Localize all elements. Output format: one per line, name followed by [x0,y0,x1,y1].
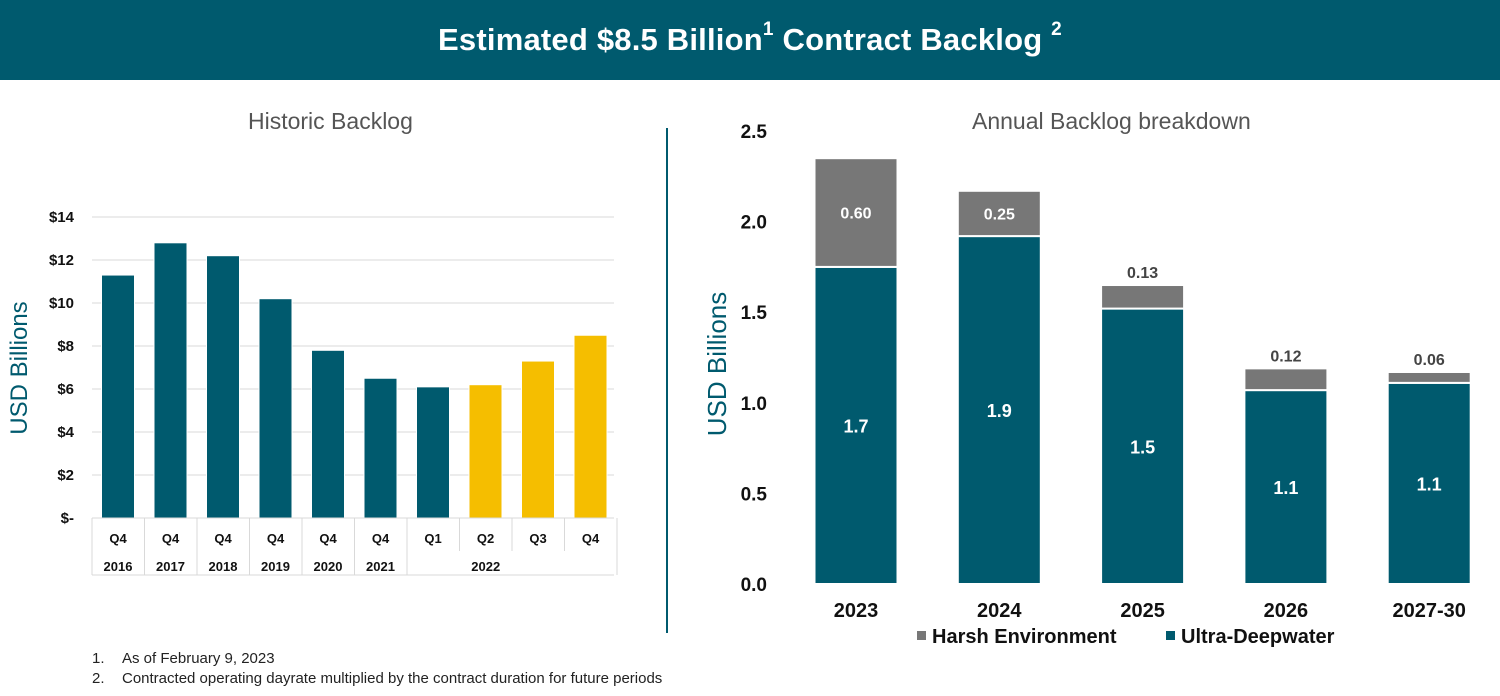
bar [311,349,345,519]
data-label-ultra-deepwater: 1.9 [987,401,1012,421]
legend-swatch-ultra-deepwater [1166,631,1175,640]
x-tick-label-quarter: Q1 [424,531,441,546]
bar-ultra-deepwater [956,235,1042,585]
y-tick-label: $12 [49,252,74,269]
x-tick-label-quarter: Q4 [162,531,180,546]
data-label-harsh-environment: 0.60 [840,206,871,223]
page-title: Estimated $8.5 Billion1 Contract Backlog… [438,18,1062,58]
footnote-2: 2. Contracted operating dayrate multiplie… [92,669,662,689]
y-tick-label: 0.5 [741,484,768,505]
title-footnote-ref-2: 2 [1051,18,1062,40]
y-tick-label: $6 [57,381,74,398]
x-tick-label-quarter: Q4 [582,531,600,546]
bar-ultra-deepwater [1386,381,1472,586]
bar [206,255,240,519]
data-label-ultra-deepwater: 1.5 [1130,437,1155,457]
bar [153,242,188,519]
data-label-ultra-deepwater: 1.1 [1273,478,1298,498]
y-tick-label: 2.0 [741,213,767,234]
x-tick-label: 2024 [977,600,1022,622]
data-label-harsh-environment: 0.25 [984,206,1015,223]
x-tick-label: 2025 [1120,600,1165,622]
bar [521,360,555,519]
x-tick-label-quarter: Q4 [372,531,390,546]
y-tick-label: $10 [49,295,74,312]
y-tick-label: $8 [57,338,74,355]
x-tick-label: 2027-30 [1392,600,1465,622]
x-tick-label-year: 2017 [156,559,185,574]
footnote-number: 2. [92,670,105,687]
annual-chart-title: Annual Backlog breakdown [972,108,1251,134]
footnotes: 1. As of February 9, 2023 2. Contracted op… [92,649,662,689]
bar-harsh-environment [956,189,1042,238]
data-label-harsh-environment: 0.06 [1414,352,1445,369]
y-tick-label: 0.0 [741,575,767,596]
panel-divider [666,128,668,633]
y-tick-label: $- [61,510,74,527]
x-group-label: 2022 [471,559,500,574]
y-tick-label: $14 [49,209,75,226]
x-tick-label-year: 2021 [366,559,395,574]
footnote-text: As of February 9, 2023 [122,650,275,667]
x-tick-label-quarter: Q4 [267,531,285,546]
footnote-text: Contracted operating dayrate multiplied … [122,670,663,687]
legend-label-harsh-environment: Harsh Environment [932,626,1117,648]
bar [416,386,450,519]
title-rest: Contract Backlog [773,22,1052,57]
y-tick-label: 1.5 [741,303,768,324]
legend-label-ultra-deepwater: Ultra-Deepwater [1181,626,1335,648]
bar [258,298,293,519]
bar-harsh-environment [813,157,899,268]
x-tick-label-year: 2018 [209,559,238,574]
historic-chart-title: Historic Backlog [248,108,413,134]
bar-harsh-environment [1386,370,1472,384]
x-tick-label-quarter: Q4 [214,531,232,546]
data-label-ultra-deepwater: 1.7 [843,416,868,436]
y-tick-label: 1.0 [741,394,767,415]
title-banner: Estimated $8.5 Billion1 Contract Backlog… [0,0,1500,80]
x-tick-label-quarter: Q3 [529,531,546,546]
bar [363,377,398,519]
y-tick-label: $4 [57,424,74,441]
x-tick-label: 2023 [834,600,879,622]
bar-harsh-environment [1100,284,1186,310]
y-tick-label: $2 [57,467,74,484]
y-axis-title: USD Billions [702,292,732,437]
y-axis-title: USD Billions [6,301,33,434]
y-tick-label: 2.5 [741,122,768,143]
bar [573,334,608,519]
bar-ultra-deepwater [813,265,899,585]
data-label-harsh-environment: 0.13 [1127,265,1158,282]
x-tick-label-year: 2019 [261,559,290,574]
data-label-ultra-deepwater: 1.1 [1417,474,1442,494]
x-tick-label-quarter: Q4 [319,531,337,546]
data-label-harsh-environment: 0.12 [1270,348,1301,365]
title-footnote-ref-1: 1 [762,18,774,40]
footnote-1: 1. As of February 9, 2023 [92,649,662,669]
x-tick-label-year: 2016 [104,559,133,574]
bar-harsh-environment [1243,367,1329,392]
x-tick-label-quarter: Q2 [477,531,494,546]
bar [468,384,503,519]
bar [101,274,135,519]
title-main: Estimated $8.5 Billion [438,22,763,57]
legend-swatch-harsh-environment [917,631,926,640]
footnote-number: 1. [92,650,105,667]
bar-ultra-deepwater [1243,389,1329,585]
x-tick-label-year: 2020 [314,559,343,574]
x-tick-label-quarter: Q4 [109,531,127,546]
x-tick-label: 2026 [1264,600,1309,622]
